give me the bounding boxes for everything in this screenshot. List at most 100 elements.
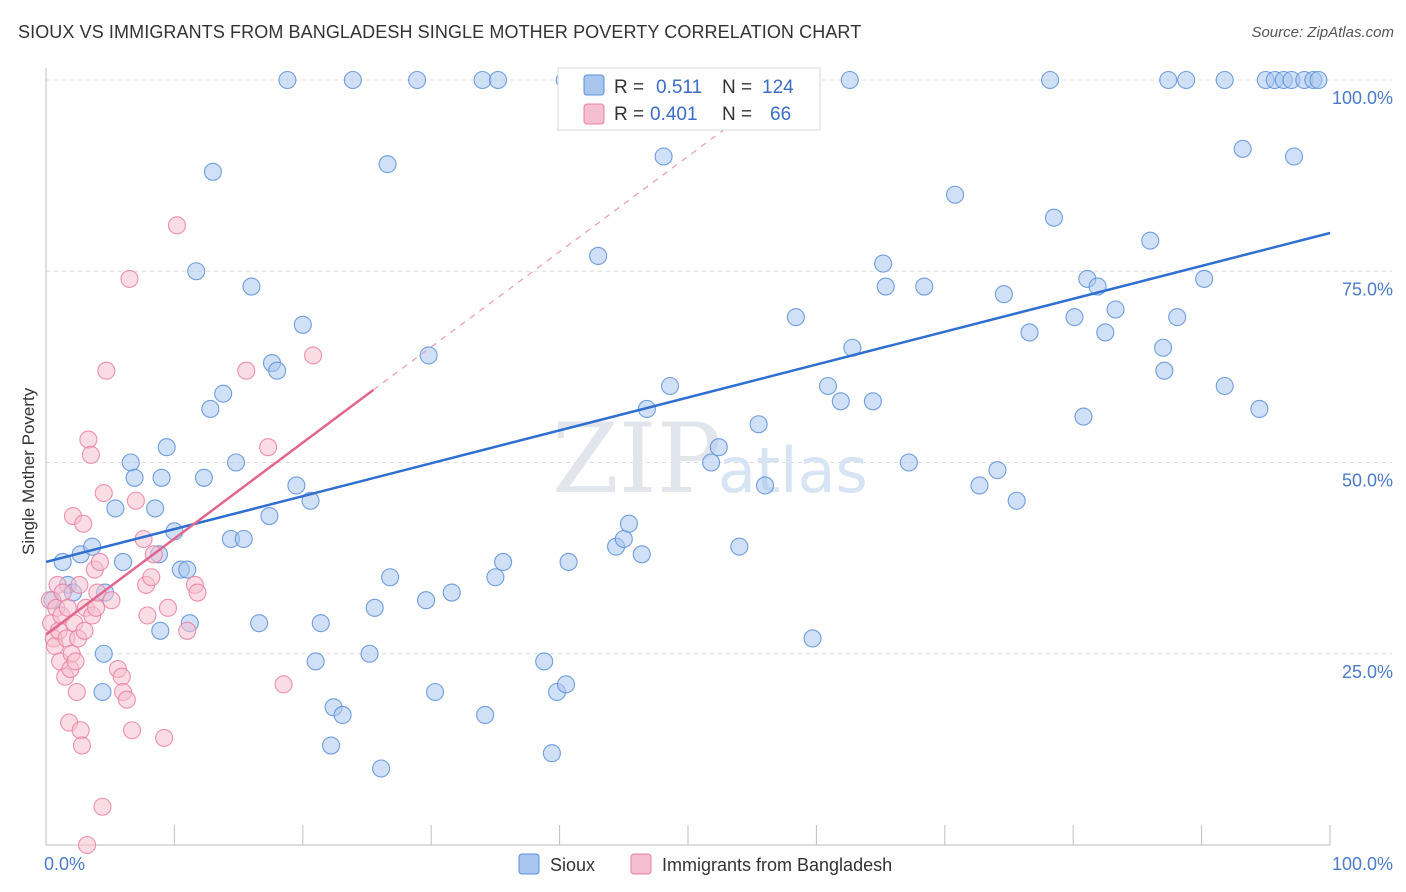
- sioux-point: [293, 315, 312, 334]
- y-tick-labels: 25.0% 50.0% 75.0% 100.0%: [1332, 88, 1393, 682]
- sioux-point: [306, 652, 325, 671]
- bangladesh-point: [79, 430, 98, 449]
- bangladesh-trend-line: [45, 388, 375, 636]
- legend-box: R = 0.511 N = 124 R = 0.401 N = 66: [557, 67, 821, 131]
- legend-r-label-bangladesh: R =: [614, 104, 644, 125]
- bangladesh-point: [53, 583, 72, 602]
- sioux-point: [730, 537, 749, 556]
- sioux-point: [488, 70, 508, 90]
- bangladesh-point: [237, 361, 256, 380]
- chart-title: SIOUX VS IMMIGRANTS FROM BANGLADESH SING…: [18, 22, 862, 42]
- sioux-point: [970, 476, 989, 495]
- sioux-point: [535, 652, 554, 671]
- sioux-point: [151, 621, 170, 640]
- bangladesh-point: [120, 269, 139, 288]
- sioux-point: [1284, 147, 1304, 166]
- sioux-point: [417, 591, 436, 610]
- bangladesh-point: [155, 728, 174, 747]
- sioux-point: [287, 476, 306, 495]
- sioux-point: [755, 476, 775, 495]
- sioux-point: [187, 262, 206, 281]
- bangladesh-point: [304, 346, 323, 365]
- sioux-point: [1044, 208, 1063, 227]
- bottom-legend-swatch-sioux: [518, 853, 540, 875]
- sioux-point: [1007, 491, 1026, 510]
- bangladesh-point: [75, 621, 94, 640]
- bangladesh-point: [138, 606, 157, 625]
- sioux-point: [442, 583, 461, 602]
- bangladesh-point: [88, 583, 107, 602]
- bangladesh-point: [167, 216, 187, 235]
- sioux-point: [818, 376, 838, 396]
- sioux-point: [1154, 338, 1173, 357]
- sioux-point: [863, 392, 882, 411]
- legend-r-value-sioux: 0.511: [656, 77, 702, 98]
- sioux-point: [614, 529, 633, 549]
- bangladesh-point: [72, 736, 92, 755]
- sioux-point: [1309, 70, 1328, 90]
- bottom-legend-sioux: Sioux: [550, 855, 595, 875]
- sioux-point: [473, 70, 492, 90]
- sioux-point: [234, 529, 253, 549]
- bottom-legend-bangladesh: Immigrants from Bangladesh: [662, 855, 892, 875]
- sioux-point: [874, 254, 893, 273]
- x-tick-label: 100.0%: [1332, 854, 1393, 874]
- sioux-point: [1141, 231, 1160, 250]
- sioux-point: [486, 568, 505, 587]
- sioux-point: [372, 759, 391, 778]
- sioux-point: [381, 568, 400, 587]
- bangladesh-point: [74, 514, 93, 533]
- sioux-point: [93, 682, 112, 702]
- sioux-point: [476, 705, 495, 725]
- legend-r-label-sioux: R =: [614, 77, 644, 98]
- bangladesh-point: [70, 575, 89, 594]
- y-tick-label: 75.0%: [1342, 279, 1393, 299]
- sioux-point: [214, 384, 233, 403]
- bangladesh-point: [112, 667, 131, 686]
- grid-lines: [46, 79, 1392, 655]
- sioux-point: [632, 545, 651, 564]
- y-axis-label: Single Mother Poverty: [19, 387, 38, 555]
- sioux-point: [988, 461, 1007, 480]
- bangladesh-point: [142, 568, 161, 587]
- sioux-point: [1250, 399, 1269, 419]
- sioux-point: [702, 453, 721, 472]
- sioux-point: [1065, 308, 1084, 327]
- sioux-point: [321, 736, 341, 755]
- sioux-point: [125, 468, 144, 487]
- bangladesh-point: [122, 721, 142, 740]
- source-label: Source: ZipAtlas.com: [1251, 24, 1394, 41]
- bangladesh-point: [102, 591, 121, 610]
- sioux-point: [203, 162, 222, 181]
- sioux-point: [178, 560, 197, 579]
- legend-n-value-sioux: 124: [762, 77, 794, 98]
- sioux-point: [542, 744, 561, 763]
- sioux-point: [831, 392, 850, 411]
- bangladesh-point: [259, 438, 278, 457]
- sioux-point: [660, 376, 680, 396]
- sioux-point: [311, 614, 330, 633]
- sioux-point: [1159, 70, 1178, 90]
- sioux-trend-line: [45, 231, 1331, 564]
- sioux-point: [201, 399, 220, 419]
- sioux-points: [43, 70, 1328, 778]
- bangladesh-point: [67, 682, 86, 702]
- sioux-point: [242, 277, 261, 296]
- sioux-point: [278, 70, 297, 90]
- sioux-point: [1096, 323, 1115, 342]
- sioux-point: [1215, 376, 1234, 396]
- bangladesh-point: [81, 445, 100, 464]
- bangladesh-point: [94, 484, 113, 503]
- sioux-point: [1168, 308, 1187, 327]
- sioux-point: [786, 308, 805, 327]
- sioux-point: [899, 453, 918, 472]
- sioux-point: [654, 147, 673, 166]
- bangladesh-point: [93, 797, 112, 816]
- bangladesh-point: [117, 690, 136, 709]
- sioux-point: [365, 598, 384, 617]
- sioux-point: [1020, 323, 1039, 342]
- sioux-point: [1195, 269, 1214, 288]
- legend-r-value-bangladesh: 0.401: [650, 104, 698, 125]
- bangladesh-point: [274, 675, 293, 694]
- bangladesh-point: [178, 621, 197, 640]
